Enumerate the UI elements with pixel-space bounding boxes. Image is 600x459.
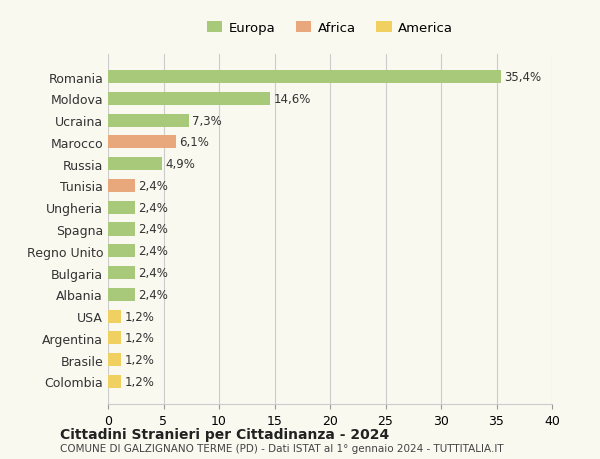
Bar xyxy=(108,288,134,301)
Bar xyxy=(108,266,134,280)
Bar xyxy=(108,245,134,258)
Text: 2,4%: 2,4% xyxy=(138,288,168,301)
Text: 6,1%: 6,1% xyxy=(179,136,209,149)
Bar xyxy=(108,158,163,171)
Text: 2,4%: 2,4% xyxy=(138,179,168,192)
Text: 2,4%: 2,4% xyxy=(138,267,168,280)
Text: 2,4%: 2,4% xyxy=(138,245,168,257)
Text: 1,2%: 1,2% xyxy=(125,310,155,323)
Bar xyxy=(108,353,121,366)
Text: 2,4%: 2,4% xyxy=(138,202,168,214)
Bar xyxy=(108,179,134,193)
Text: Cittadini Stranieri per Cittadinanza - 2024: Cittadini Stranieri per Cittadinanza - 2… xyxy=(60,427,389,442)
Bar xyxy=(108,136,176,149)
Text: 1,2%: 1,2% xyxy=(125,331,155,345)
Bar xyxy=(108,201,134,214)
Text: 14,6%: 14,6% xyxy=(274,93,311,106)
Bar xyxy=(108,93,270,106)
Text: 1,2%: 1,2% xyxy=(125,375,155,388)
Text: 35,4%: 35,4% xyxy=(504,71,541,84)
Text: 7,3%: 7,3% xyxy=(193,114,222,128)
Text: 2,4%: 2,4% xyxy=(138,223,168,236)
Text: COMUNE DI GALZIGNANO TERME (PD) - Dati ISTAT al 1° gennaio 2024 - TUTTITALIA.IT: COMUNE DI GALZIGNANO TERME (PD) - Dati I… xyxy=(60,443,503,453)
Legend: Europa, Africa, America: Europa, Africa, America xyxy=(202,17,458,40)
Bar xyxy=(108,375,121,388)
Bar xyxy=(108,310,121,323)
Text: 1,2%: 1,2% xyxy=(125,353,155,366)
Text: 4,9%: 4,9% xyxy=(166,158,196,171)
Bar xyxy=(108,71,501,84)
Bar xyxy=(108,114,189,128)
Bar xyxy=(108,223,134,236)
Bar xyxy=(108,331,121,345)
